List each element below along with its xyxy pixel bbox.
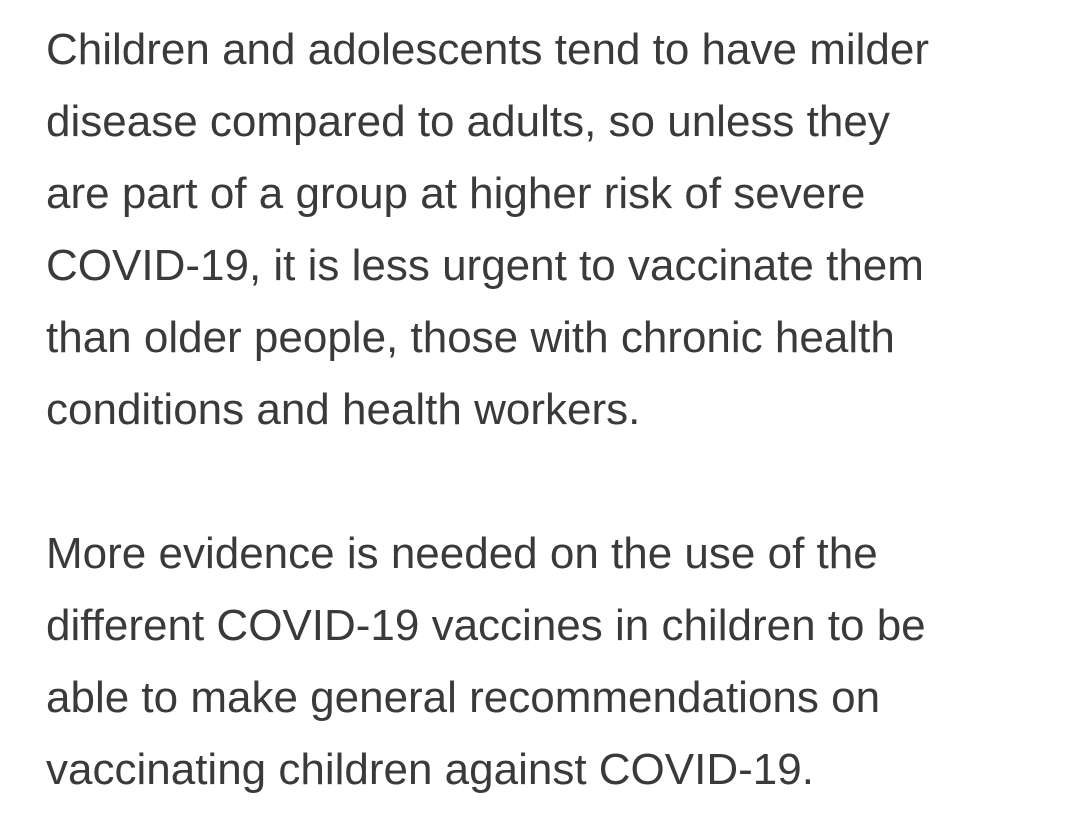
paragraph-spacer (46, 446, 1056, 518)
text-line: More evidence is needed on the use of th… (46, 529, 878, 578)
text-line: conditions and health workers. (46, 385, 641, 434)
paragraph-children-risk: Children and adolescents tend to have mi… (46, 14, 1056, 446)
text-line: COVID-19, it is less urgent to vaccinate… (46, 241, 924, 290)
text-line: vaccinating children against COVID-19. (46, 745, 814, 794)
text-line: than older people, those with chronic he… (46, 313, 895, 362)
paragraph-more-evidence: More evidence is needed on the use of th… (46, 518, 1056, 806)
text-line: disease compared to adults, so unless th… (46, 97, 890, 146)
text-line: different COVID-19 vaccines in children … (46, 601, 926, 650)
article-body: Children and adolescents tend to have mi… (46, 14, 1056, 806)
text-line: are part of a group at higher risk of se… (46, 169, 866, 218)
text-line: able to make general recommendations on (46, 673, 881, 722)
text-line: Children and adolescents tend to have mi… (46, 25, 929, 74)
